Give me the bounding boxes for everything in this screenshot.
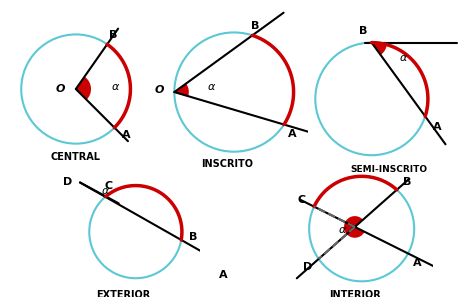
Text: B: B — [190, 232, 198, 242]
Wedge shape — [344, 216, 365, 238]
Text: A: A — [219, 270, 228, 280]
Text: α: α — [339, 225, 346, 235]
Text: A: A — [122, 130, 131, 140]
Text: A: A — [413, 258, 421, 268]
Text: α: α — [399, 53, 407, 63]
Text: C: C — [105, 181, 113, 191]
Text: EXTERIOR: EXTERIOR — [96, 290, 150, 297]
Text: INTERIOR: INTERIOR — [329, 290, 382, 297]
Text: α: α — [111, 81, 119, 91]
Text: A: A — [288, 129, 296, 139]
Text: α: α — [101, 186, 109, 196]
Text: D: D — [303, 262, 312, 272]
Text: B: B — [251, 21, 260, 31]
Text: SEMI-INSCRITO: SEMI-INSCRITO — [350, 165, 427, 174]
Text: B: B — [403, 177, 412, 187]
Text: B: B — [359, 26, 367, 36]
Text: B: B — [109, 30, 118, 40]
Text: O: O — [155, 86, 164, 95]
Text: A: A — [433, 121, 441, 132]
Text: O: O — [56, 84, 65, 94]
Text: CENTRAL: CENTRAL — [51, 152, 101, 162]
Wedge shape — [76, 77, 91, 100]
Text: C: C — [298, 195, 306, 206]
Wedge shape — [80, 182, 91, 189]
Text: α: α — [207, 82, 215, 92]
Wedge shape — [174, 83, 189, 96]
Wedge shape — [372, 42, 387, 55]
Text: INSCRITO: INSCRITO — [201, 159, 254, 169]
Text: D: D — [63, 178, 72, 187]
